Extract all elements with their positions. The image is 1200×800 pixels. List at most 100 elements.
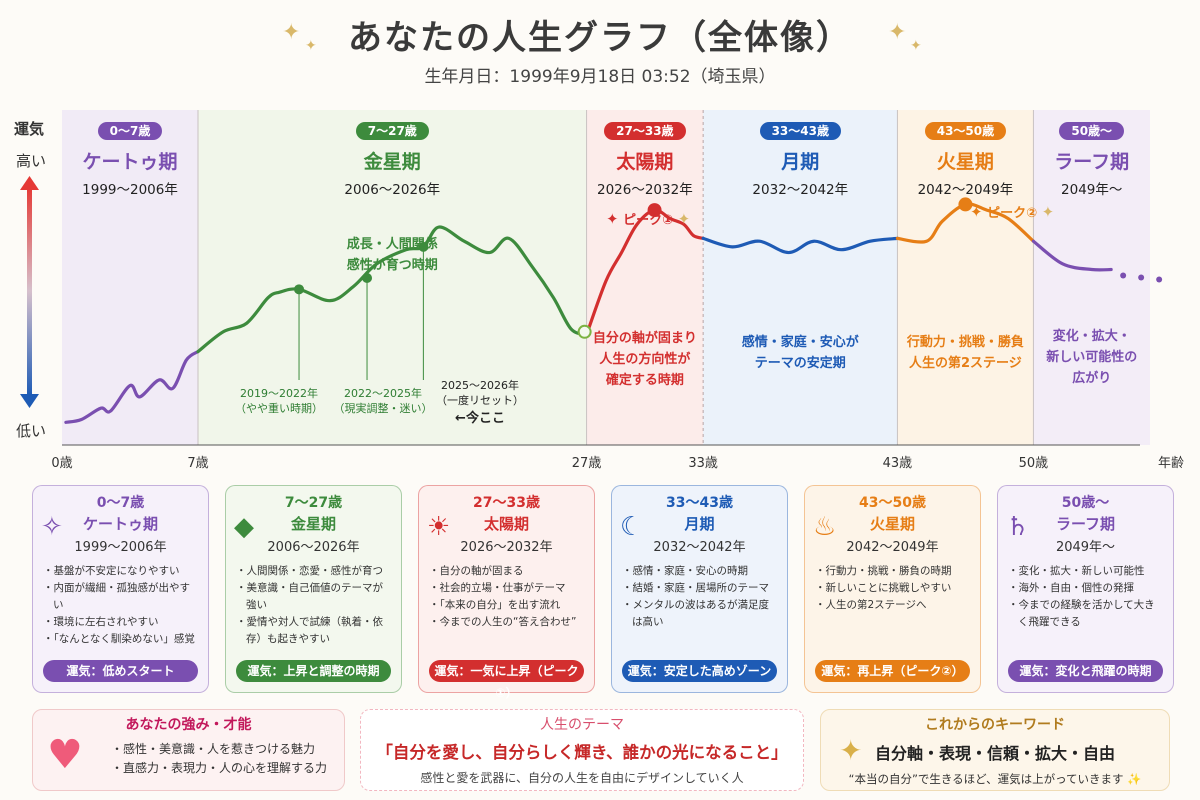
sun-icon: ☀	[427, 512, 451, 542]
card-status-badge: 運気：変化と飛躍の時期	[1008, 660, 1163, 682]
series-line	[1031, 239, 1113, 272]
card-age: 27～33歳	[473, 495, 540, 511]
card-list-item: 愛情や対人で試練（執着・依存）も起きやすい	[246, 614, 393, 648]
moon-icon: ☾	[620, 512, 644, 542]
data-point	[577, 324, 592, 339]
data-point	[418, 241, 429, 252]
x-tick-label: 43歳	[882, 456, 913, 471]
card-years: 2042～2049年	[846, 540, 939, 555]
card-years: 2026～2032年	[460, 540, 553, 555]
now-marker-label: ←今ここ	[455, 411, 505, 426]
series-line	[64, 349, 200, 424]
annotation-line: （現実調整・迷い）	[333, 402, 433, 415]
card-status-badge: 運気：安定した高めゾーン	[622, 660, 777, 682]
data-point	[958, 197, 973, 212]
x-axis-unit: 年齢	[1158, 456, 1185, 471]
sparkle-icon: ✦	[970, 203, 983, 221]
card-list: 変化・拡大・新しい可能性海外・自由・個性の発揮今までの経験を活かして大きく飛躍で…	[1006, 563, 1165, 631]
segment-panel	[198, 110, 587, 445]
card-list-item: 美意識・自己価値のテーマが強い	[246, 580, 393, 614]
card-list: 基盤が不安定になりやすい内面が繊細・孤独感が出やすい環境に左右されやすい「なんと…	[41, 563, 200, 648]
annotation-now: 2025～2026年 （一度リセット） ←今ここ	[424, 378, 536, 426]
continuation-dot	[1156, 276, 1163, 283]
card-years: 2032～2042年	[653, 540, 746, 555]
strengths-item: ・感性・美意識・人を惹きつける魅力	[111, 742, 316, 756]
card-list-item: メンタルの波はあるが満足度は高い	[632, 597, 779, 631]
card-list: 行動力・挑戦・勝負の時期新しいことに挑戦しやすい人生の第2ステージへ	[813, 563, 972, 614]
card-age: 50歳～	[1061, 495, 1110, 511]
segment-panel	[62, 110, 198, 445]
annotation-line: 2019～2022年	[240, 387, 318, 400]
card-list-item: 行動力・挑戦・勝負の時期	[825, 563, 972, 580]
x-tick-label: 33歳	[688, 456, 718, 471]
segment-years: 2006～2026年	[344, 182, 441, 198]
series-line	[701, 236, 900, 255]
x-tick-label: 27歳	[571, 456, 602, 471]
segment-age-badge: 0～7歳	[97, 122, 163, 140]
strengths-box: あなたの強み・才能 ♥ ・感性・美意識・人を惹きつける魅力 ・直感力・表現力・人…	[32, 709, 345, 791]
card-age: 43～50歳	[859, 495, 926, 511]
card-list-item: 海外・自由・個性の発揮	[1018, 580, 1165, 597]
card-status-badge: 運気：低めスタート	[43, 660, 198, 682]
y-axis-low-label: 低い	[16, 422, 47, 440]
arrow-up-icon	[20, 176, 39, 190]
strengths-title: あなたの強み・才能	[125, 717, 252, 733]
keywords-sub: “本当の自分”で生きるほど、運気は上がっていきます ✨	[848, 772, 1142, 786]
data-point	[362, 273, 373, 284]
segment-name: 火星期	[936, 151, 994, 173]
segment-years: 1999～2006年	[82, 182, 178, 198]
theme-title: 人生のテーマ	[540, 717, 624, 733]
y-axis-gradient-bar	[27, 186, 32, 396]
segment-header: 7～27歳 金星期 2006～2026年	[292, 120, 492, 198]
sparkle-icon: ✨	[1127, 772, 1142, 786]
y-axis-high-label: 高い	[16, 152, 47, 170]
segment-header: 43～50歳火星期 2042～2049年	[865, 120, 1065, 198]
annotation-2022: 2022～2025年 （現実調整・迷い）	[330, 386, 436, 416]
x-tick-label: 0歳	[51, 456, 73, 471]
peak2-label: ✦ ピーク② ✦	[970, 202, 1054, 221]
card-list: 感情・家庭・安心の時期結婚・家庭・居場所のテーマメンタルの波はあるが満足度は高い	[620, 563, 779, 631]
sparkle-icon: ✦	[839, 734, 863, 767]
strengths-item: ・直感力・表現力・人の心を理解する力	[111, 761, 328, 775]
segment-description: 成長・人間関係 感性が育つ時期	[346, 237, 438, 273]
card-name: ケートゥ期	[82, 515, 158, 533]
card-years: 2049年～	[1055, 540, 1116, 555]
card-list-item: 今までの経験を活かして大きく飛躍できる	[1018, 597, 1165, 631]
segment-description: 変化・拡大・ 新しい可能性の 広がり	[1046, 329, 1138, 386]
segment-age-badge: 43～50歳	[924, 122, 1007, 140]
peak1-label: ✦ ピーク① ✦	[606, 209, 690, 228]
segment-years: 2026～2032年	[596, 182, 693, 198]
segment-panel	[897, 110, 1034, 445]
card-list-item: 人生の第2ステージへ	[825, 597, 972, 614]
segment-years: 2032～2042年	[752, 182, 849, 198]
strengths-list: ・感性・美意識・人を惹きつける魅力 ・直感力・表現力・人の心を理解する力	[111, 740, 327, 778]
card-age: 7～27歳	[284, 495, 343, 511]
sparkle-icon: ✦	[888, 20, 907, 45]
prayer-icon: ✧	[41, 512, 63, 542]
segment-age-badge: 50歳～	[1059, 122, 1125, 140]
keywords-main: 自分軸・表現・信頼・拡大・自由	[874, 744, 1115, 763]
segment-years: 2042～2049年	[917, 182, 1014, 198]
arrow-down-icon	[20, 394, 39, 408]
card-name: 月期	[684, 515, 715, 533]
card-list-item: 環境に左右されやすい	[53, 614, 200, 631]
card-years: 2006～2026年	[267, 540, 360, 555]
peak2-text: ピーク②	[987, 206, 1038, 221]
theme-sub: 感性と愛を武器に、自分の人生を自由にデザインしていく人	[420, 771, 744, 785]
card-list-item: 内面が繊細・孤独感が出やすい	[53, 580, 200, 614]
keywords-title: これからのキーワード	[925, 717, 1065, 733]
heart-icon: ♥	[47, 732, 83, 778]
card-list-item: 新しいことに挑戦しやすい	[825, 580, 972, 597]
card-list-item: 「本来の自分」を出す流れ	[439, 597, 586, 614]
sparkle-icon: ✦	[305, 38, 317, 54]
data-point	[647, 203, 662, 218]
annotation-line: （やや重い時期）	[235, 402, 323, 415]
theme-box: 人生のテーマ 「自分を愛し、自分らしく輝き、誰かの光になること」 感性と愛を武器…	[360, 709, 804, 791]
segment-panel	[703, 110, 898, 445]
continuation-dot	[1120, 272, 1127, 279]
card-list-item: 結婚・家庭・居場所のテーマ	[632, 580, 779, 597]
page-title: あなたの人生グラフ（全体像）	[348, 18, 852, 58]
